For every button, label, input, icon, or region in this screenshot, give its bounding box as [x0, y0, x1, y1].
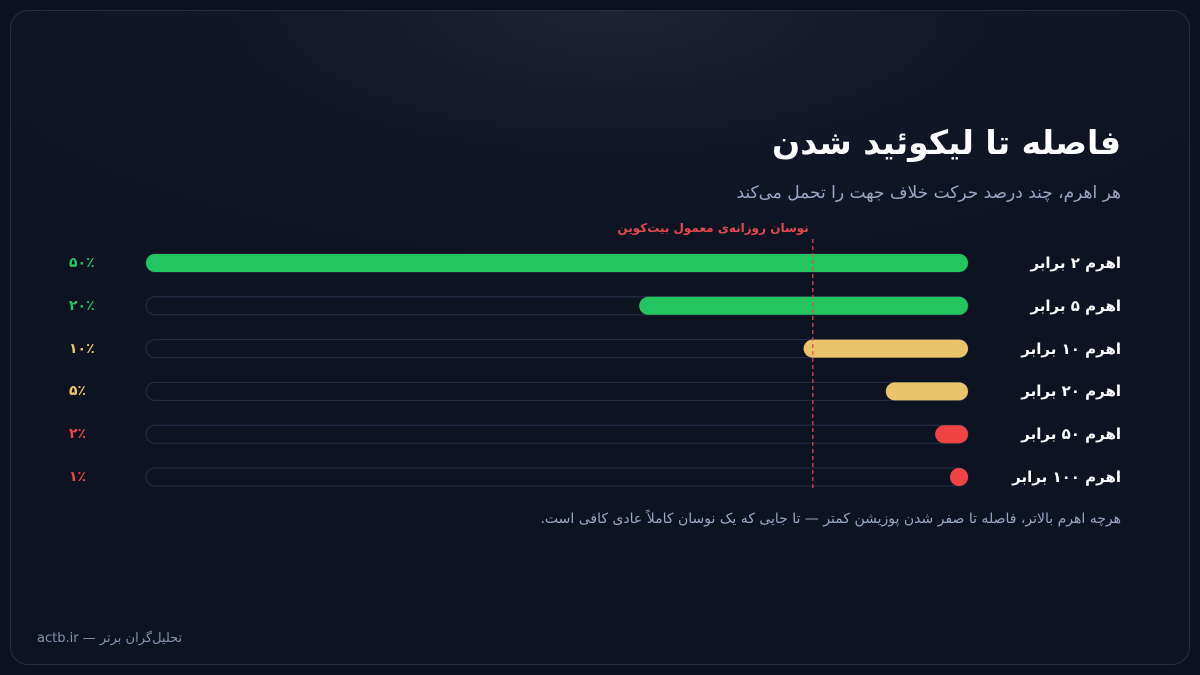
chart-note: هرچه اهرم بالاتر، فاصله تا صفر شدن پوزیش…: [540, 511, 1121, 527]
bar-5: [935, 425, 968, 444]
bar-track: [145, 467, 969, 487]
bar-3: [803, 339, 968, 358]
footer-credit: actb.ir — تحلیل‌گران برتر: [37, 631, 183, 646]
category-label: اهرم ۲ برابر: [1030, 254, 1121, 272]
category-label: اهرم ۱۰۰ برابر: [1012, 468, 1121, 486]
value-label: ۲۰٪: [69, 297, 95, 314]
page-subtitle: هر اهرم، چند درصد حرکت خلاف جهت را تحمل …: [736, 183, 1121, 203]
bar-chart: [145, 239, 969, 489]
value-label: ۲٪: [69, 426, 87, 443]
category-label: اهرم ۲۰ برابر: [1021, 382, 1121, 401]
page-title: فاصله تا لیکوئید شدن: [772, 123, 1121, 162]
category-label: اهرم ۵ برابر: [1030, 296, 1121, 315]
chart-card: فاصله تا لیکوئید شدن هر اهرم، چند درصد ح…: [10, 10, 1190, 665]
value-label: ۱۰٪: [69, 340, 95, 357]
category-label: اهرم ۵۰ برابر: [1021, 425, 1121, 444]
category-label: اهرم ۱۰ برابر: [1021, 339, 1121, 358]
bar-track: [145, 381, 969, 401]
bar-4: [885, 382, 968, 401]
value-label: ۵٪: [69, 383, 87, 400]
value-label: ۱٪: [69, 469, 87, 485]
bar-track: [145, 424, 969, 444]
reference-line-label: نوسان روزانه‌ی معمول بیت‌کوین: [617, 221, 809, 235]
value-label: ۵۰٪: [69, 255, 95, 271]
bar-1: [146, 254, 968, 272]
bar-6: [950, 468, 968, 486]
bar-2: [639, 296, 968, 315]
